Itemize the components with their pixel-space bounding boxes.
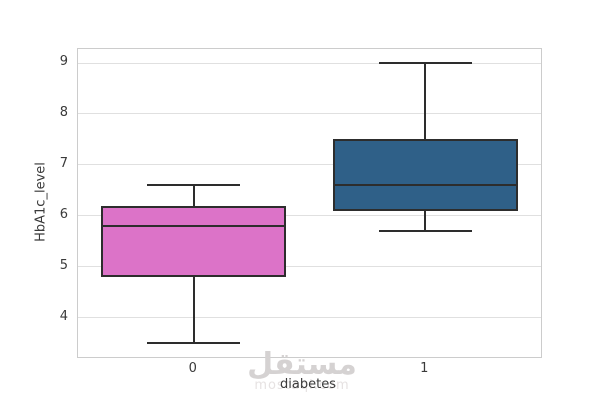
gridline-y-9 [78, 62, 541, 64]
box-1 [332, 139, 518, 211]
whisker-cap-top-0 [147, 184, 241, 187]
x-tick-label-1: 1 [420, 361, 429, 376]
x-tick-label-0: 0 [188, 361, 197, 376]
whisker-upper-1 [424, 63, 427, 140]
box-0 [101, 205, 287, 277]
whisker-upper-0 [192, 185, 195, 206]
y-tick-label-5: 5 [59, 257, 68, 273]
whisker-lower-0 [192, 276, 195, 343]
x-axis-label: diabetes [280, 377, 336, 392]
y-tick-label-8: 8 [59, 104, 68, 120]
y-tick-label-7: 7 [59, 155, 68, 171]
whisker-lower-1 [424, 210, 427, 231]
gridline-y-6 [78, 215, 541, 217]
y-tick-label-6: 6 [59, 206, 68, 222]
plot-area [77, 48, 542, 358]
y-tick-label-9: 9 [59, 54, 68, 69]
gridline-y-5 [78, 266, 541, 268]
median-line-0 [101, 224, 287, 227]
y-axis-label: HbA1c_level [33, 162, 49, 242]
median-line-1 [332, 184, 518, 187]
y-tick-label-4: 4 [59, 308, 68, 324]
whisker-cap-bottom-0 [147, 342, 241, 344]
gridline-y-4 [78, 317, 541, 319]
whisker-cap-bottom-1 [378, 230, 472, 232]
gridline-y-8 [78, 113, 541, 115]
whisker-cap-top-1 [378, 62, 472, 64]
gridline-y-7 [78, 164, 541, 166]
